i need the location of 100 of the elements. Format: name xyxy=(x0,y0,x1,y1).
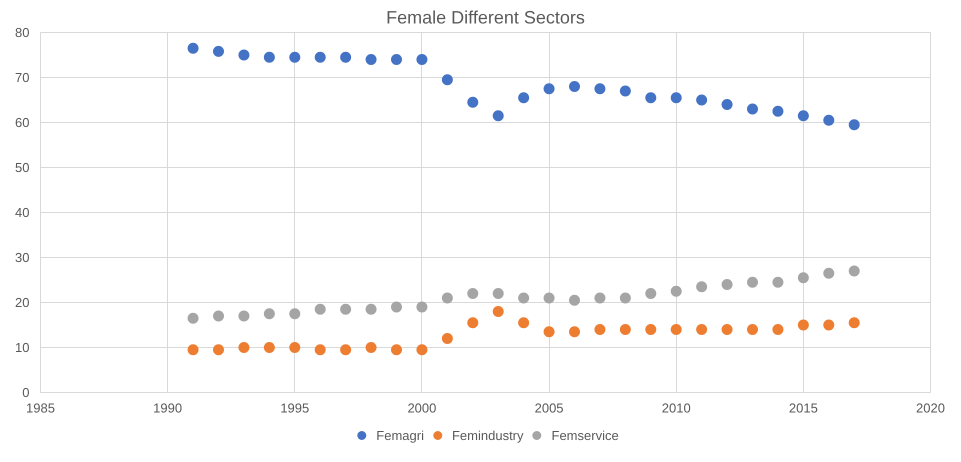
point xyxy=(442,333,453,344)
point xyxy=(747,324,758,335)
x-tick-label: 1995 xyxy=(280,400,310,416)
point xyxy=(340,344,352,356)
point xyxy=(442,292,453,304)
x-tick-label: 2005 xyxy=(534,400,564,416)
point xyxy=(213,310,224,322)
point xyxy=(238,50,250,60)
point xyxy=(467,317,478,328)
point xyxy=(722,99,733,110)
point xyxy=(670,92,682,104)
point xyxy=(467,96,478,108)
point xyxy=(518,292,530,304)
point xyxy=(391,54,402,65)
point xyxy=(848,317,860,328)
x-tick-label: 2000 xyxy=(407,400,436,416)
x-tick-label: 1985 xyxy=(26,400,55,416)
point xyxy=(289,52,300,63)
point xyxy=(722,324,733,335)
point xyxy=(188,42,199,54)
point xyxy=(416,344,428,356)
point xyxy=(645,324,656,335)
point xyxy=(366,304,377,315)
point xyxy=(289,342,300,353)
x-tick-label: 1990 xyxy=(153,400,182,416)
point xyxy=(747,104,758,114)
point xyxy=(645,288,656,299)
point xyxy=(798,320,809,330)
point xyxy=(544,292,555,304)
point xyxy=(544,83,555,94)
point xyxy=(848,119,860,130)
point xyxy=(772,276,784,288)
point xyxy=(696,281,708,292)
point xyxy=(188,344,199,356)
point xyxy=(264,342,275,353)
point xyxy=(442,74,453,86)
point xyxy=(264,52,275,63)
y-tick-label: 20 xyxy=(15,295,30,310)
point xyxy=(696,94,708,106)
point xyxy=(366,54,377,65)
point xyxy=(391,344,402,356)
legend-label: Femagri xyxy=(376,428,424,442)
point xyxy=(772,324,784,335)
point xyxy=(416,54,428,65)
point xyxy=(722,279,733,290)
point xyxy=(823,114,834,126)
point xyxy=(798,110,809,122)
point xyxy=(594,83,606,94)
point xyxy=(620,292,631,304)
point xyxy=(264,308,275,320)
y-tick-label: 40 xyxy=(15,205,30,220)
point xyxy=(848,266,860,276)
point xyxy=(696,324,708,335)
point xyxy=(569,326,580,338)
point xyxy=(314,344,326,356)
point xyxy=(544,326,555,338)
point xyxy=(823,268,834,279)
point xyxy=(772,106,784,117)
point xyxy=(645,92,656,104)
point xyxy=(366,342,377,353)
y-tick-label: 80 xyxy=(15,25,30,40)
point xyxy=(670,324,682,335)
y-tick-label: 60 xyxy=(15,115,30,130)
point xyxy=(238,342,250,353)
point xyxy=(670,286,682,297)
point xyxy=(188,312,199,324)
point xyxy=(213,344,224,356)
point xyxy=(314,52,326,63)
y-tick-label: 50 xyxy=(15,160,30,175)
point xyxy=(289,308,300,320)
y-tick-label: 0 xyxy=(22,385,30,400)
point xyxy=(747,276,758,288)
y-tick-label: 10 xyxy=(15,340,30,355)
point xyxy=(492,288,504,299)
point xyxy=(620,86,631,96)
x-tick-label: 2010 xyxy=(662,400,691,416)
point xyxy=(340,52,352,63)
point xyxy=(798,272,809,284)
point xyxy=(467,288,478,299)
legend-label: Femindustry xyxy=(452,428,524,442)
point xyxy=(238,310,250,322)
point xyxy=(518,92,530,104)
point xyxy=(492,110,504,122)
point xyxy=(416,302,428,312)
point xyxy=(314,304,326,315)
point xyxy=(823,320,834,330)
x-tick-label: 2020 xyxy=(916,400,945,416)
chart-title: Female Different Sectors xyxy=(386,8,585,28)
point xyxy=(213,46,224,57)
point xyxy=(492,306,504,317)
x-tick-label: 2015 xyxy=(788,400,818,416)
point xyxy=(620,324,631,335)
y-tick-label: 70 xyxy=(15,70,30,85)
point xyxy=(391,302,402,312)
point xyxy=(340,304,352,315)
y-tick-label: 30 xyxy=(15,250,30,265)
point xyxy=(518,317,530,328)
legend-label: Femservice xyxy=(552,428,619,442)
point xyxy=(569,81,580,92)
point xyxy=(594,324,606,335)
